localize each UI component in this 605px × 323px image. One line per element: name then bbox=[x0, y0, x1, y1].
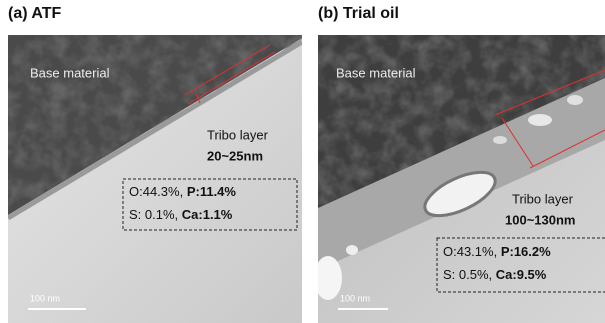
layer-label: Tribo layer bbox=[512, 191, 574, 206]
composition-item: Ca:9.5% bbox=[496, 267, 547, 282]
thickness: 20~25nm bbox=[207, 148, 263, 163]
composition-item: O:44.3%, bbox=[129, 184, 183, 199]
composition-row: O:43.1%, P:16.2% bbox=[443, 244, 551, 259]
layer-label: Tribo layer bbox=[207, 127, 269, 142]
panel-title: (a) ATF bbox=[8, 5, 62, 22]
composition-item: P:11.4% bbox=[187, 184, 237, 199]
region-label: Base material bbox=[336, 65, 416, 80]
region-label: Base material bbox=[30, 65, 110, 80]
scale-bar-label: 100 nm bbox=[340, 293, 370, 303]
composition-row: O:44.3%, P:11.4% bbox=[129, 184, 236, 199]
composition-item: S: 0.1%, bbox=[129, 207, 178, 222]
scale-bar-label: 100 nm bbox=[30, 293, 60, 303]
composition-item: O:43.1%, bbox=[443, 244, 497, 259]
composition-row: S: 0.5%, Ca:9.5% bbox=[443, 267, 547, 282]
composition-item: S: 0.5%, bbox=[443, 267, 492, 282]
composition-item: Ca:1.1% bbox=[182, 207, 233, 222]
panel-title: (b) Trial oil bbox=[318, 5, 399, 22]
figure: (a) ATF Base material Tribo layer 20~25n… bbox=[0, 0, 605, 323]
composition-item: P:16.2% bbox=[501, 244, 551, 259]
composition-row: S: 0.1%, Ca:1.1% bbox=[129, 207, 233, 222]
thickness: 100~130nm bbox=[505, 212, 575, 227]
